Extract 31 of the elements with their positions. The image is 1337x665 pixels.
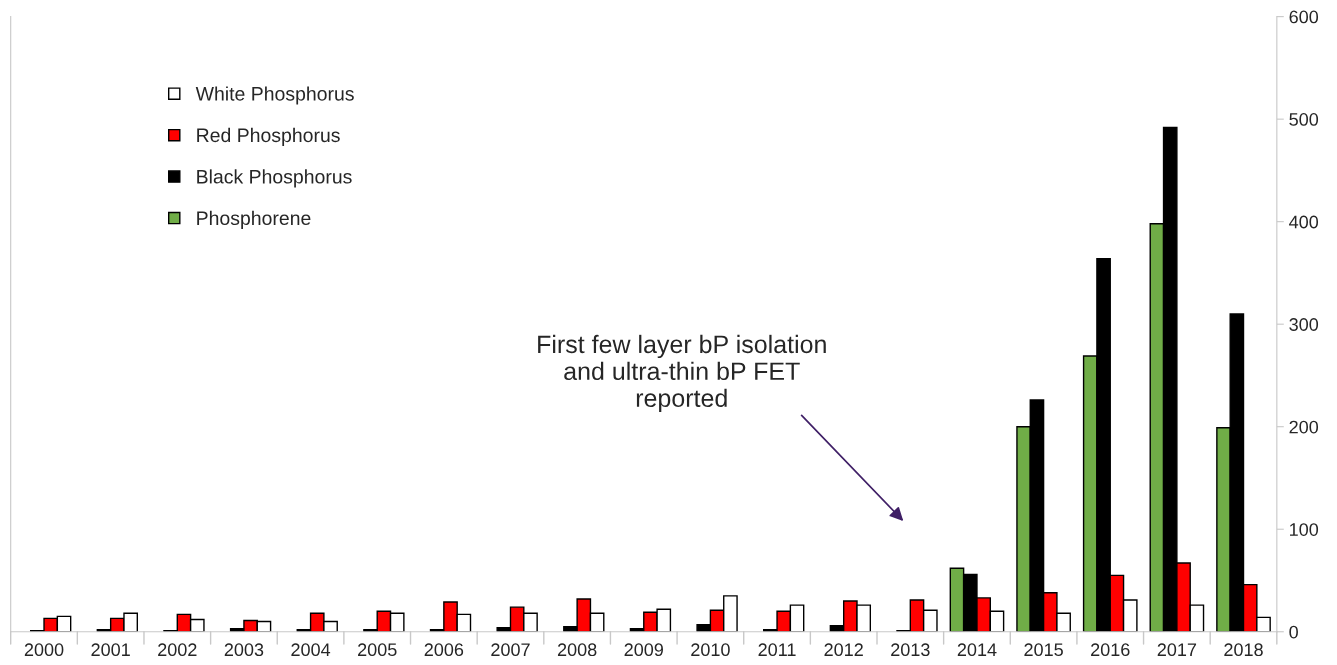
legend-label: Black Phosphorus: [197, 169, 352, 188]
y-tick-label: 500: [1289, 113, 1319, 126]
y-tick-label: 200: [1289, 420, 1319, 434]
x-tick-label: 2003: [224, 643, 264, 657]
x-tick-label: 2018: [1224, 643, 1263, 657]
x-tick-label: 2015: [1024, 643, 1063, 657]
x-tick-label: 2013: [891, 643, 930, 657]
x-tick-label: 2004: [291, 643, 331, 657]
x-tick-label: 2010: [691, 643, 730, 657]
x-tick-label: 2005: [358, 643, 397, 657]
legend-label: White Phosphorus: [195, 86, 354, 105]
x-tick-label: 2016: [1091, 643, 1130, 657]
x-tick-label: 2000: [24, 643, 64, 657]
y-tick-label: 0: [1289, 625, 1298, 639]
legend-label: Phosphorene: [197, 210, 311, 229]
x-tick-label: 2012: [824, 643, 863, 657]
x-tick-label: 2011: [758, 643, 796, 657]
y-tick-label: 400: [1289, 215, 1319, 229]
x-tick-label: 2007: [491, 643, 530, 657]
x-tick-label: 2014: [957, 643, 997, 657]
x-tick-label: 2009: [624, 643, 663, 657]
y-tick-label: 300: [1289, 318, 1319, 331]
x-tick-label: 2002: [158, 643, 197, 657]
annotation: First few layer bP isolation and ultra-thin bP FET reported: [538, 334, 826, 412]
legend-label: Red Phosphorus: [197, 127, 340, 146]
y-tick-label: 100: [1290, 523, 1319, 536]
x-tick-label: 2008: [557, 643, 597, 657]
x-tick-label: 2001: [91, 643, 130, 657]
x-tick-label: 2017: [1157, 643, 1197, 657]
x-tick-label: 2006: [424, 643, 464, 657]
y-tick-label: 600: [1289, 10, 1319, 24]
